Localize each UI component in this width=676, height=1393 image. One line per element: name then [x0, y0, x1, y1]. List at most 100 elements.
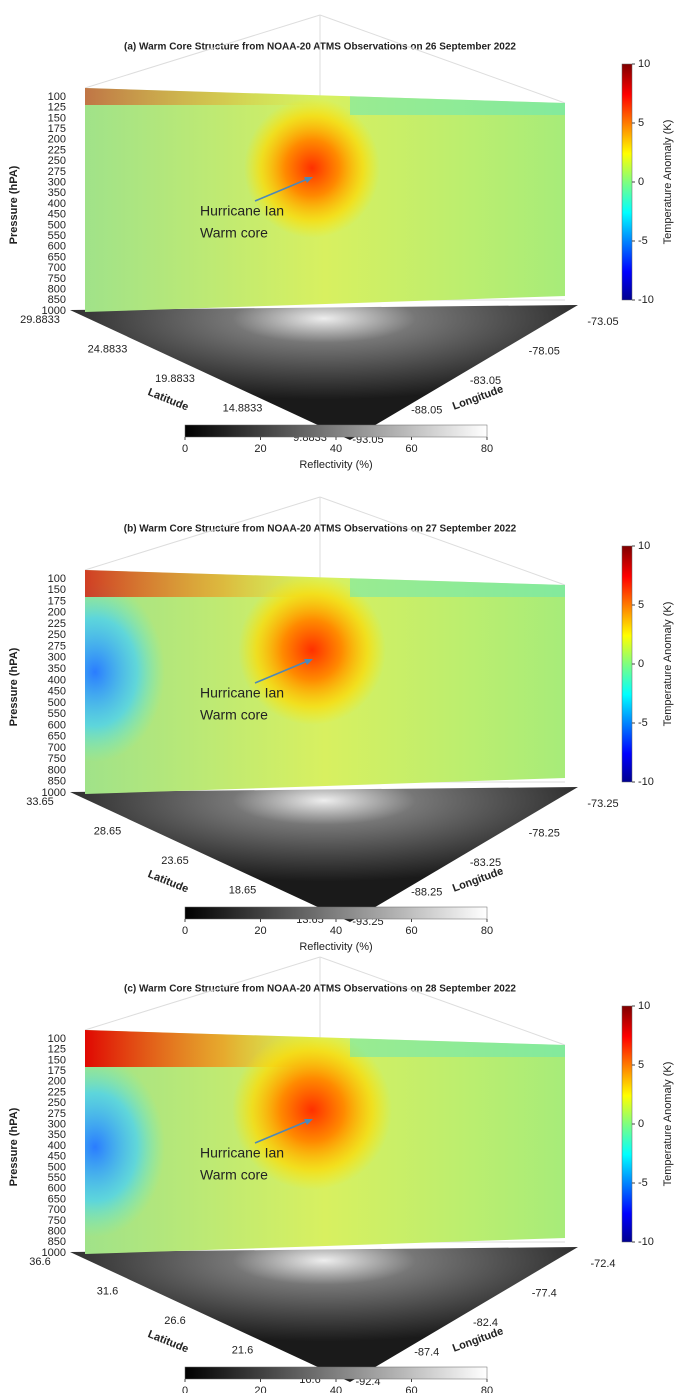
pressure-tick-label: 250	[48, 155, 66, 167]
reflectivity-tick-label: 0	[182, 1385, 188, 1393]
pressure-tick-label: 550	[48, 1172, 66, 1184]
pressure-tick-label: 350	[48, 1129, 66, 1141]
pressure-tick-label: 600	[48, 719, 66, 731]
pressure-tick-label: 250	[48, 629, 66, 641]
reflectivity-tick-label: 60	[405, 1385, 417, 1393]
reflectivity-tick-label: 60	[405, 443, 417, 455]
latitude-tick-label: 29.8833	[20, 314, 60, 326]
pressure-tick-label: 650	[48, 731, 66, 743]
pressure-tick-label: 500	[48, 697, 66, 709]
latitude-tick-label: 24.8833	[88, 343, 128, 355]
latitude-axis-label: Latitude	[146, 1328, 190, 1355]
annotation: Warm core	[200, 707, 268, 723]
latitude-tick-label: 14.8833	[223, 402, 263, 414]
longitude-axis-label: Longitude	[451, 865, 505, 894]
annotation: Hurricane Ian	[200, 1145, 284, 1161]
warm-core	[244, 98, 380, 238]
longitude-tick-label: -87.4	[414, 1346, 439, 1358]
pressure-tick-label: 175	[48, 595, 66, 607]
reflectivity-label: Reflectivity (%)	[299, 941, 372, 953]
arrow-head	[304, 1119, 313, 1125]
pressure-tick-label: 700	[48, 262, 66, 274]
box-edge	[84, 956, 321, 1031]
annotation: Warm core	[200, 225, 268, 241]
pressure-tick-label: 100	[48, 91, 66, 103]
reflectivity-tick-label: 60	[405, 925, 417, 937]
annotation-arrow	[254, 659, 311, 684]
pressure-tick-label: 300	[48, 1119, 66, 1131]
colorbar-tick-label: 0	[638, 176, 644, 188]
reflectivity-tick-label: 20	[254, 443, 266, 455]
annotation-arrow	[254, 177, 311, 202]
pressure-tick-label: 200	[48, 134, 66, 146]
box-edge	[319, 14, 566, 104]
pressure-tick-label: 650	[48, 251, 66, 263]
temperature-colorbar	[621, 545, 633, 783]
pressure-tick-label: 275	[48, 1108, 66, 1120]
pressure-tick-label: 500	[48, 1161, 66, 1173]
upper-band	[350, 1037, 565, 1057]
pressure-tick-label: 700	[48, 742, 66, 754]
pressure-tick-label: 750	[48, 753, 66, 765]
pressure-tick-label: 850	[48, 1236, 66, 1248]
pressure-tick-label: 800	[48, 1226, 66, 1238]
latitude-axis-label: Latitude	[146, 868, 190, 895]
annotation: Hurricane Ian	[200, 685, 284, 701]
latitude-tick-label: 21.6	[232, 1344, 253, 1356]
pressure-tick-label: 400	[48, 674, 66, 686]
pressure-axis-label: Pressure (hPA)	[8, 1107, 20, 1186]
box-edge	[84, 14, 321, 89]
temperature-colorbar	[621, 63, 633, 301]
reflectivity-tick-label: 80	[481, 1385, 493, 1393]
pressure-tick-label: 350	[48, 187, 66, 199]
longitude-tick-label: -83.25	[470, 857, 501, 869]
latitude-tick-label: 33.65	[26, 796, 54, 808]
longitude-tick-label: -73.05	[587, 316, 618, 328]
pressure-tick-label: 800	[48, 764, 66, 776]
latitude-tick-label: 23.65	[161, 855, 189, 867]
reflectivity-label: Reflectivity (%)	[299, 459, 372, 471]
pressure-tick-label: 1000	[42, 1247, 66, 1259]
panel: (b) Warm Core Structure from NOAA-20 ATM…	[8, 496, 674, 953]
longitude-tick-label: -83.05	[470, 375, 501, 387]
pressure-tick-label: 750	[48, 273, 66, 285]
pressure-tick-label: 750	[48, 1215, 66, 1227]
pressure-tick-label: 200	[48, 607, 66, 619]
longitude-tick-label: -78.25	[529, 827, 560, 839]
latitude-tick-label: 18.65	[229, 884, 257, 896]
top-warm	[85, 88, 320, 105]
pressure-tick-label: 600	[48, 241, 66, 253]
pressure-tick-label: 350	[48, 663, 66, 675]
upper-band	[350, 577, 565, 597]
box-edge	[84, 496, 321, 571]
colorbar-label: Temperature Anomaly (K)	[662, 1062, 674, 1187]
reflectivity-tick-label: 0	[182, 443, 188, 455]
longitude-tick-label: -77.4	[532, 1287, 557, 1299]
annotation: Warm core	[200, 1167, 268, 1183]
reflectivity-tick-label: 40	[330, 925, 342, 937]
anomaly-wall	[85, 88, 565, 312]
pressure-tick-label: 850	[48, 294, 66, 306]
pressure-tick-label: 1000	[42, 305, 66, 317]
colorbar-label: Temperature Anomaly (K)	[662, 602, 674, 727]
pressure-tick-label: 450	[48, 686, 66, 698]
reflectivity-tick-label: 40	[330, 1385, 342, 1393]
pressure-tick-label: 400	[48, 1140, 66, 1152]
pressure-tick-label: 450	[48, 1151, 66, 1163]
longitude-tick-label: -73.25	[587, 798, 618, 810]
annotation: Hurricane Ian	[200, 203, 284, 219]
temperature-colorbar	[621, 1005, 633, 1243]
anomaly-wall	[85, 1030, 565, 1254]
colorbar-tick-label: 10	[638, 1000, 650, 1012]
pressure-tick-label: 150	[48, 1054, 66, 1066]
upper-band	[350, 95, 565, 115]
colorbar-tick-label: 5	[638, 117, 644, 129]
reflectivity-floor	[70, 305, 578, 440]
pressure-tick-label: 650	[48, 1193, 66, 1205]
arrow-head	[304, 177, 313, 183]
anomaly-wall	[85, 570, 565, 794]
pressure-tick-label: 300	[48, 177, 66, 189]
colorbar-tick-label: -10	[638, 294, 654, 306]
panel: (a) Warm Core Structure from NOAA-20 ATM…	[8, 14, 674, 471]
